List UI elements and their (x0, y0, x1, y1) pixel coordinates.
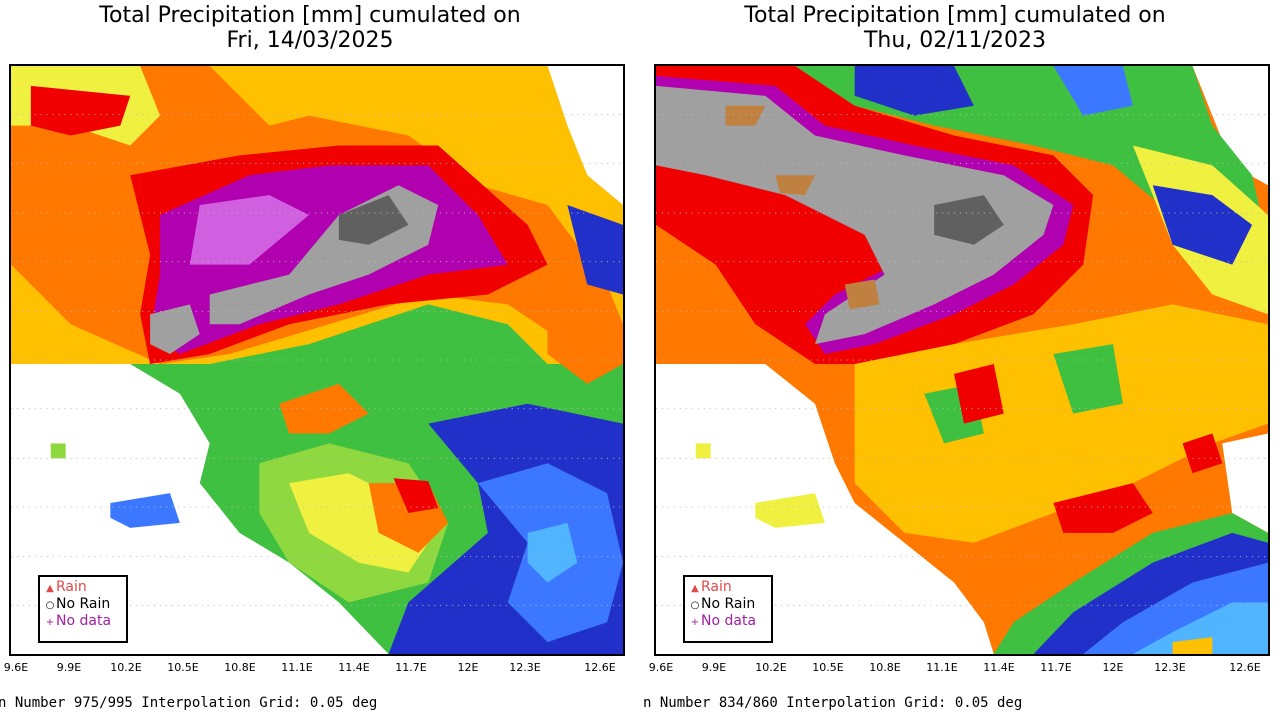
left-title-date: Fri, 14/03/2025 (226, 28, 394, 53)
legend-no-data-label: No data (56, 613, 112, 629)
x-tick: 12.3E (1154, 661, 1186, 674)
left-x-axis-ticks: 9.6E 9.9E 10.2E 10.5E 10.8E 11.1E 11.4E … (0, 661, 640, 677)
x-tick: 11.4E (338, 661, 370, 674)
legend-rain-label: Rain (701, 579, 732, 595)
left-map-panel: Total Precipitation [mm] cumulated on Fr… (0, 3, 640, 711)
x-tick: 11.1E (281, 661, 313, 674)
right-map-title: Total Precipitation [mm] cumulated on Th… (645, 3, 1265, 53)
legend-rain-label: Rain (56, 579, 87, 595)
x-tick: 9.9E (56, 661, 82, 674)
x-tick: 12E (1102, 661, 1124, 674)
x-tick: 11.1E (926, 661, 958, 674)
x-tick: 10.2E (755, 661, 787, 674)
left-title-line1: Total Precipitation [mm] cumulated on (99, 3, 521, 28)
right-footer-text: n Number 834/860 Interpolation Grid: 0.0… (643, 695, 1023, 711)
x-tick: 10.2E (110, 661, 142, 674)
right-title-line1: Total Precipitation [mm] cumulated on (744, 3, 1166, 28)
x-tick: 9.9E (701, 661, 727, 674)
right-map-legend: ▲ Rain ○ No Rain + No data (683, 575, 773, 643)
left-map-graphic (11, 66, 623, 654)
right-x-axis-ticks: 9.6E 9.9E 10.2E 10.5E 10.8E 11.1E 11.4E … (645, 661, 1280, 677)
right-precipitation-map: ▲ Rain ○ No Rain + No data (654, 64, 1270, 656)
right-map-graphic (656, 66, 1268, 654)
left-footer-text: n Number 975/995 Interpolation Grid: 0.0… (0, 695, 378, 711)
x-tick: 10.5E (167, 661, 199, 674)
right-title-date: Thu, 02/11/2023 (863, 28, 1047, 53)
x-tick: 9.6E (648, 661, 674, 674)
x-tick: 12.3E (509, 661, 541, 674)
x-tick: 10.8E (869, 661, 901, 674)
x-tick: 12.6E (584, 661, 616, 674)
legend-no-rain-label: No Rain (56, 596, 111, 612)
left-precipitation-map: ▲ Rain ○ No Rain + No data (9, 64, 625, 656)
x-tick: 9.6E (3, 661, 29, 674)
x-tick: 11.4E (983, 661, 1015, 674)
right-map-panel: Total Precipitation [mm] cumulated on Th… (643, 0, 1280, 720)
left-map-title: Total Precipitation [mm] cumulated on Fr… (0, 3, 620, 53)
legend-no-rain-label: No Rain (701, 596, 756, 612)
x-tick: 12.6E (1229, 661, 1261, 674)
x-tick: 11.7E (1040, 661, 1072, 674)
legend-no-data-label: No data (701, 613, 757, 629)
x-tick: 11.7E (395, 661, 427, 674)
x-tick: 10.8E (224, 661, 256, 674)
x-tick: 12E (457, 661, 479, 674)
x-tick: 10.5E (812, 661, 844, 674)
left-map-legend: ▲ Rain ○ No Rain + No data (38, 575, 128, 643)
